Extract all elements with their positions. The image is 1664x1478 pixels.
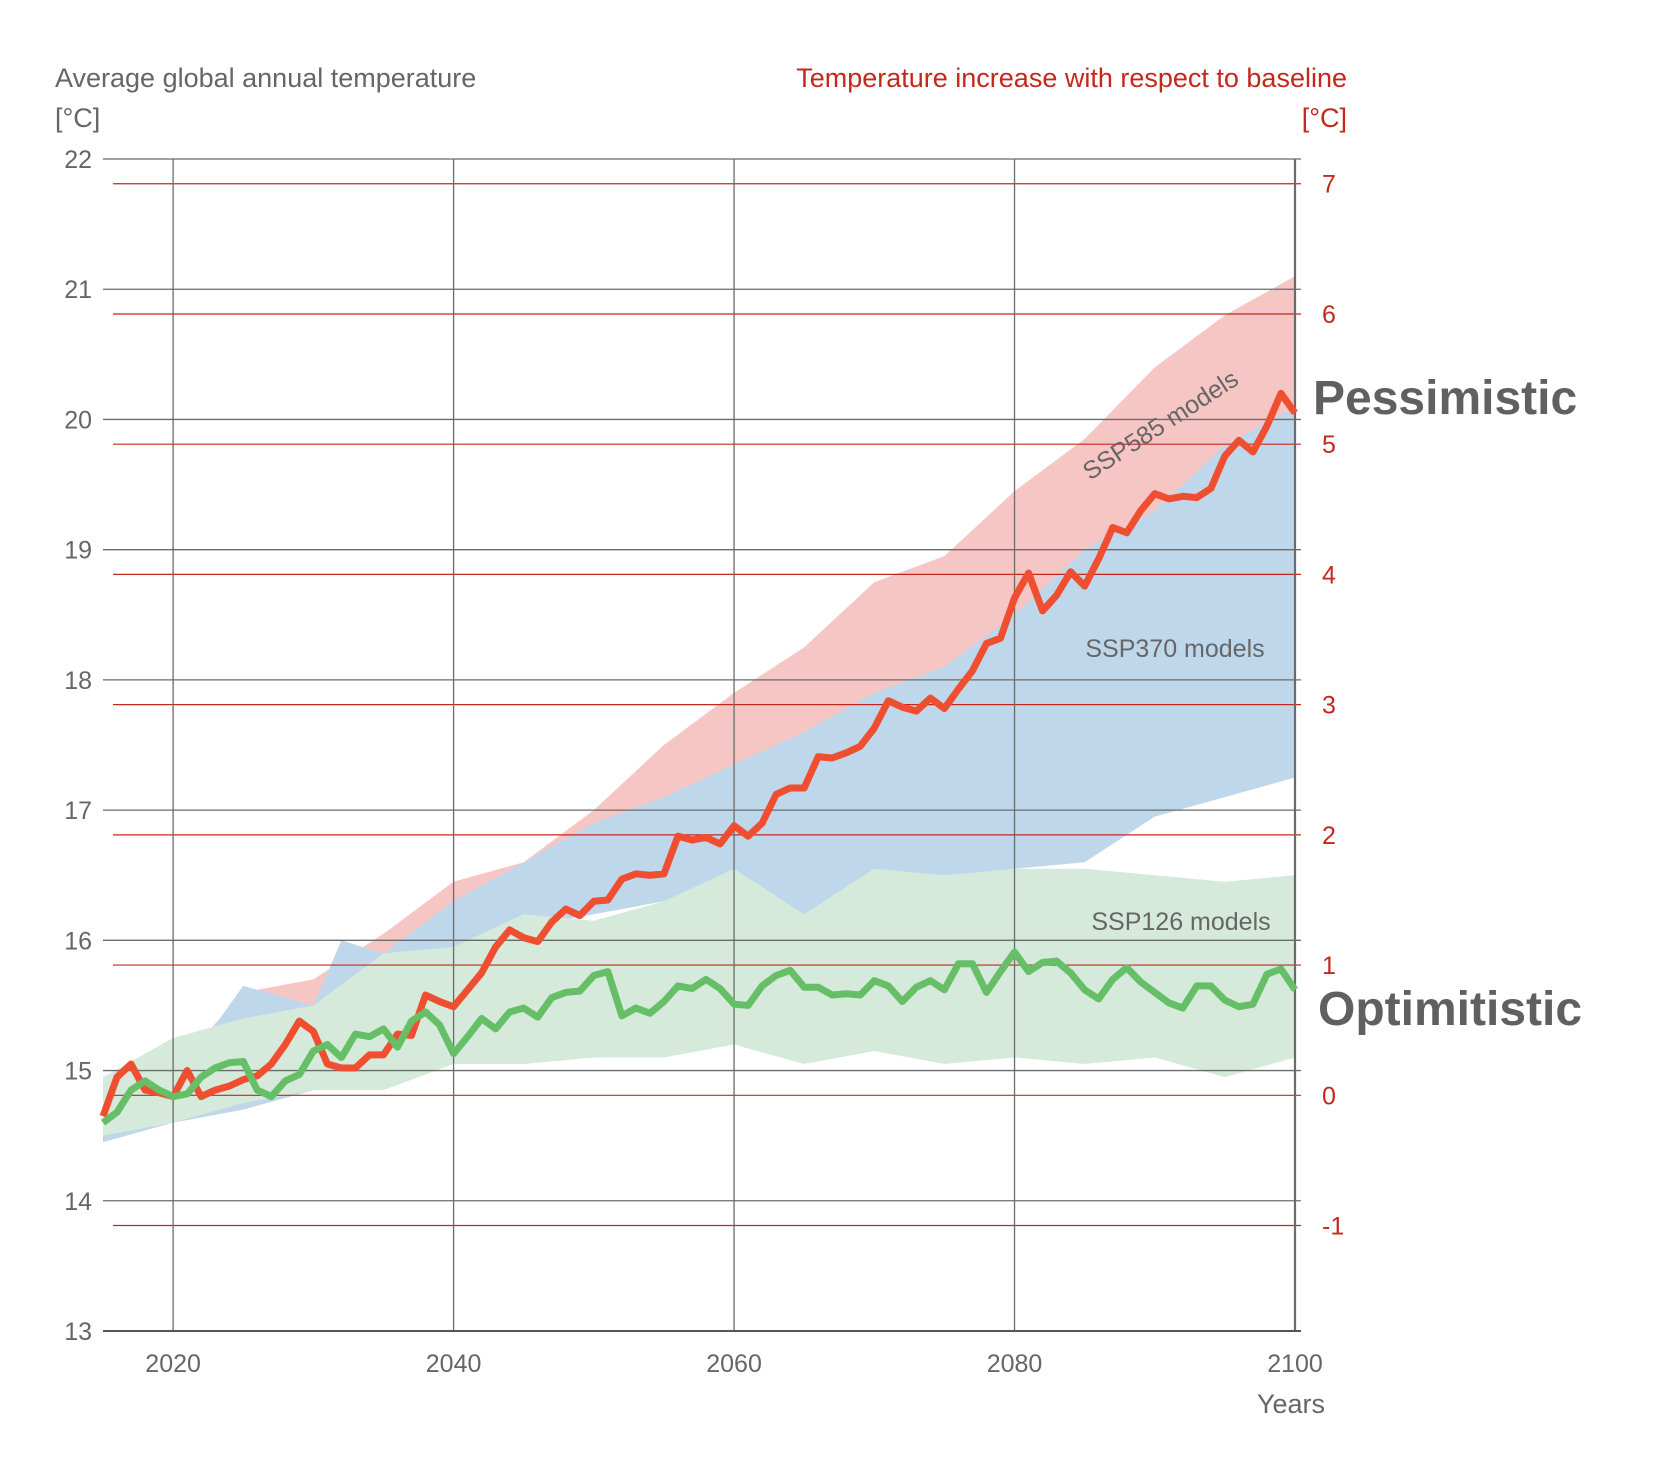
- ssp126-label: SSP126 models: [1091, 908, 1270, 936]
- right-tick-label: 1: [1322, 952, 1336, 980]
- x-tick-label: 2060: [706, 1350, 762, 1378]
- optimistic-label: Optimitistic: [1318, 983, 1582, 1036]
- pessimistic-label: Pessimistic: [1313, 372, 1577, 425]
- right-tick-label: 0: [1322, 1082, 1336, 1110]
- y-tick-label: 22: [64, 146, 92, 174]
- y-tick-label: 14: [64, 1188, 92, 1216]
- x-tick-label: 2080: [987, 1350, 1043, 1378]
- y-tick-label: 17: [64, 797, 92, 825]
- series-line-optimitistic: [100, 948, 1298, 1126]
- ssp370-label: SSP370 models: [1085, 635, 1264, 663]
- right-tick-label: 7: [1322, 171, 1336, 199]
- right-tick-label: 3: [1322, 692, 1336, 720]
- y-tick-label: 13: [64, 1318, 92, 1346]
- right-tick-label: 5: [1322, 431, 1336, 459]
- y-tick-label: 16: [64, 927, 92, 955]
- right-tick-label: 2: [1322, 822, 1336, 850]
- band-ssp126-models: [103, 868, 1295, 1136]
- y-tick-label: 20: [64, 406, 92, 434]
- y-tick-label: 15: [64, 1058, 92, 1086]
- right-tick-label: 6: [1322, 301, 1336, 329]
- right-tick-label: -1: [1322, 1213, 1344, 1241]
- y-tick-label: 19: [64, 537, 92, 565]
- y-tick-label: 21: [64, 276, 92, 304]
- right-tick-label: 4: [1322, 561, 1336, 589]
- left-axis-title: Average global annual temperature: [55, 63, 476, 93]
- right-axis-unit: [°C]: [1302, 103, 1347, 133]
- x-tick-label: 2040: [426, 1350, 482, 1378]
- right-axis-title: Temperature increase with respect to bas…: [796, 63, 1347, 93]
- left-axis-unit: [°C]: [55, 103, 100, 133]
- y-tick-label: 18: [64, 667, 92, 695]
- x-axis-title: Years: [1257, 1389, 1325, 1419]
- x-tick-label: 2020: [145, 1350, 201, 1378]
- series-line-pessimistic: [99, 389, 1298, 1118]
- x-tick-label: 2100: [1267, 1350, 1323, 1378]
